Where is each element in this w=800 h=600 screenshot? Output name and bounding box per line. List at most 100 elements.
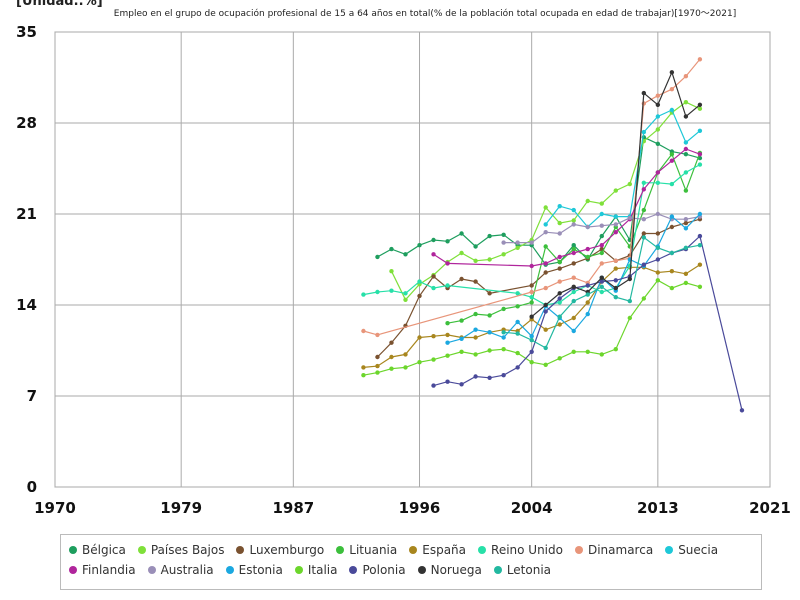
legend-item-reino-unido[interactable]: Reino Unido bbox=[478, 540, 563, 560]
data-point bbox=[543, 244, 548, 249]
data-point bbox=[361, 328, 366, 334]
data-point bbox=[683, 188, 689, 193]
legend-item-lituania[interactable]: Lituania bbox=[336, 540, 397, 560]
data-point bbox=[445, 321, 450, 326]
data-point bbox=[613, 230, 618, 235]
data-point bbox=[697, 102, 703, 108]
data-point bbox=[669, 152, 675, 157]
legend-item-noruega[interactable]: Noruega bbox=[417, 560, 482, 580]
data-point bbox=[487, 348, 492, 353]
data-point bbox=[613, 266, 618, 271]
data-point bbox=[501, 373, 506, 378]
legend-label: Países Bajos bbox=[150, 543, 225, 557]
data-point bbox=[683, 170, 689, 175]
data-point bbox=[361, 292, 366, 297]
data-point bbox=[487, 291, 492, 296]
data-point bbox=[361, 365, 366, 370]
data-point bbox=[529, 314, 534, 319]
data-point bbox=[697, 233, 703, 239]
legend-label: Lituania bbox=[349, 543, 398, 557]
legend-item-dinamarca[interactable]: Dinamarca bbox=[574, 540, 654, 560]
data-point bbox=[627, 315, 633, 321]
data-point bbox=[543, 230, 548, 235]
series-group bbox=[361, 57, 745, 413]
legend: Bélgica Países Bajos Luxemburgo Lituania Esp… bbox=[60, 534, 762, 590]
data-point bbox=[571, 218, 576, 223]
legend-marker bbox=[69, 546, 77, 554]
data-point bbox=[417, 335, 422, 340]
data-point bbox=[459, 276, 464, 282]
legend-item-suecia[interactable]: Suecia bbox=[665, 540, 718, 560]
data-point bbox=[571, 289, 576, 295]
data-point bbox=[459, 382, 464, 387]
legend-item-australia[interactable]: Australia bbox=[147, 560, 214, 580]
data-point bbox=[501, 232, 506, 237]
data-point bbox=[543, 285, 548, 291]
data-point bbox=[403, 291, 408, 296]
series-line-paises-bajos bbox=[390, 101, 701, 301]
data-point bbox=[641, 235, 647, 240]
series-line-belgica bbox=[377, 136, 701, 266]
data-point bbox=[683, 271, 689, 276]
legend-item-estonia[interactable]: Estonia bbox=[225, 560, 283, 580]
data-point bbox=[389, 269, 394, 274]
data-point bbox=[375, 254, 380, 260]
data-point bbox=[669, 224, 675, 230]
data-point bbox=[543, 309, 548, 314]
legend-item-luxemburgo[interactable]: Luxemburgo bbox=[236, 540, 324, 560]
data-point bbox=[445, 379, 450, 384]
x-tick-label: 1970 bbox=[34, 499, 76, 517]
data-point bbox=[697, 162, 703, 167]
data-point bbox=[473, 279, 478, 284]
legend-item-polonia[interactable]: Polonia bbox=[349, 560, 406, 580]
data-point bbox=[445, 261, 450, 266]
legend-label: Estonia bbox=[238, 563, 283, 577]
legend-item-belgica[interactable]: Bélgica bbox=[69, 540, 126, 560]
data-point bbox=[585, 349, 590, 354]
data-point bbox=[557, 279, 562, 284]
legend-item-letonia[interactable]: Letonia bbox=[493, 560, 552, 580]
data-point bbox=[473, 311, 478, 317]
data-point bbox=[571, 243, 576, 248]
legend-item-espana[interactable]: España bbox=[409, 540, 466, 560]
data-point bbox=[417, 279, 422, 284]
data-point bbox=[655, 257, 661, 262]
legend-item-italia[interactable]: Italia bbox=[294, 560, 338, 580]
y-tick-label: 14 bbox=[16, 296, 37, 314]
data-point bbox=[459, 231, 464, 236]
y-tick-labels: 0 7 14 21 28 35 bbox=[16, 23, 37, 496]
data-point bbox=[473, 258, 478, 263]
data-point bbox=[599, 223, 604, 228]
data-point bbox=[431, 274, 436, 279]
data-point bbox=[669, 107, 675, 113]
x-tick-label: 2013 bbox=[637, 499, 679, 517]
grid bbox=[54, 31, 771, 488]
y-tick-label: 35 bbox=[16, 23, 37, 41]
data-point bbox=[599, 279, 604, 284]
data-point bbox=[375, 370, 380, 375]
data-point bbox=[543, 327, 548, 332]
data-point bbox=[739, 408, 745, 413]
legend-label: Dinamarca bbox=[587, 543, 654, 557]
data-point bbox=[571, 261, 576, 266]
data-point bbox=[655, 127, 661, 132]
data-point bbox=[571, 250, 576, 256]
data-point bbox=[599, 289, 604, 295]
data-point bbox=[445, 283, 450, 288]
data-point bbox=[557, 296, 562, 301]
legend-item-paises-bajos[interactable]: Países Bajos bbox=[137, 540, 225, 560]
data-point bbox=[613, 188, 618, 193]
data-point bbox=[683, 226, 689, 231]
legend-label: Italia bbox=[307, 563, 338, 577]
legend-marker bbox=[417, 566, 426, 574]
data-point bbox=[543, 345, 548, 351]
data-point bbox=[445, 332, 450, 338]
data-point bbox=[571, 328, 576, 334]
legend-item-finlandia[interactable]: Finlandia bbox=[69, 560, 136, 580]
series-finlandia bbox=[431, 146, 703, 269]
data-point bbox=[697, 243, 703, 248]
data-point bbox=[613, 295, 618, 300]
legend-label: Letonia bbox=[506, 563, 552, 577]
data-point bbox=[417, 360, 422, 365]
x-tick-label: 1996 bbox=[399, 499, 441, 517]
